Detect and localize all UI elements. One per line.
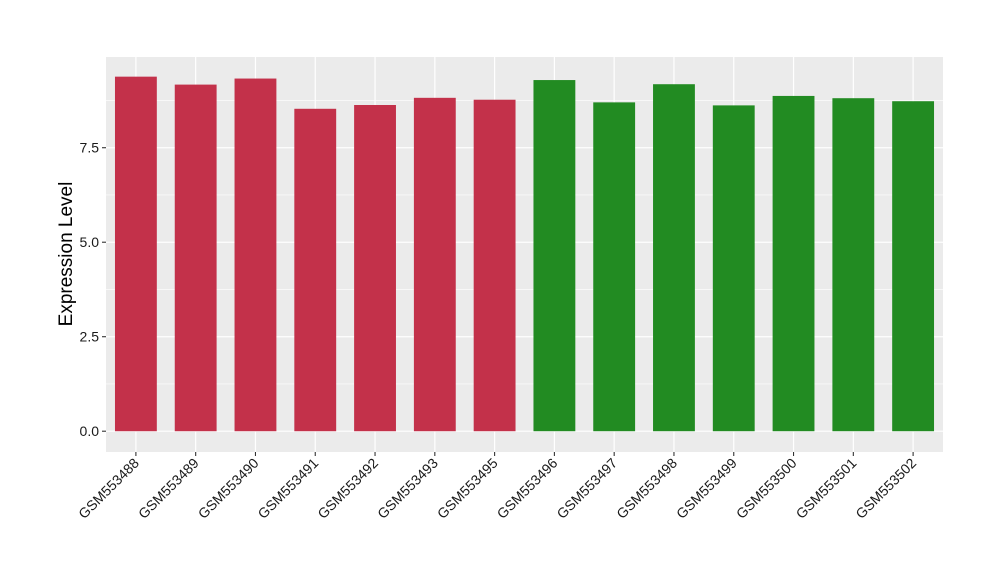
bar [174, 84, 217, 432]
x-tick-label: GSM553501 [793, 455, 860, 522]
bar [294, 108, 337, 432]
x-tick-label: GSM553491 [254, 455, 321, 522]
bar [772, 95, 815, 432]
plot-panel [106, 57, 943, 452]
y-tick-label: 2.5 [80, 329, 100, 345]
bar [832, 98, 875, 432]
bar [354, 105, 396, 432]
y-tick-label: 7.5 [80, 140, 100, 156]
bar [473, 99, 516, 432]
x-tick-label: GSM553492 [314, 455, 381, 522]
bar [653, 84, 695, 432]
y-tick-label: 5.0 [80, 234, 100, 250]
x-tick-label: GSM553500 [733, 455, 800, 522]
bar [234, 78, 277, 432]
bar [712, 105, 755, 432]
bar [533, 80, 576, 432]
x-tick-label: GSM553497 [553, 455, 620, 522]
y-axis: 0.0 2.5 5.0 7.5 [80, 140, 106, 439]
x-tick-label: GSM553502 [852, 455, 919, 522]
x-tick-label: GSM553489 [135, 455, 202, 522]
bar [892, 101, 935, 432]
y-axis-title: Expression Level [56, 182, 77, 327]
x-tick-label: GSM553490 [195, 455, 262, 522]
x-tick-label: GSM553488 [75, 455, 142, 522]
x-tick-label: GSM553495 [434, 455, 501, 522]
x-tick-label: GSM553496 [494, 455, 561, 522]
x-tick-label: GSM553493 [374, 455, 441, 522]
bar [413, 97, 456, 432]
x-tick-label: GSM553498 [613, 455, 680, 522]
bar [114, 76, 157, 432]
bar [593, 102, 636, 432]
x-tick-label: GSM553499 [673, 455, 740, 522]
bars [114, 76, 935, 432]
x-axis: GSM553488GSM553489GSM553490GSM553491GSM5… [75, 452, 919, 522]
y-tick-label: 0.0 [80, 423, 100, 439]
